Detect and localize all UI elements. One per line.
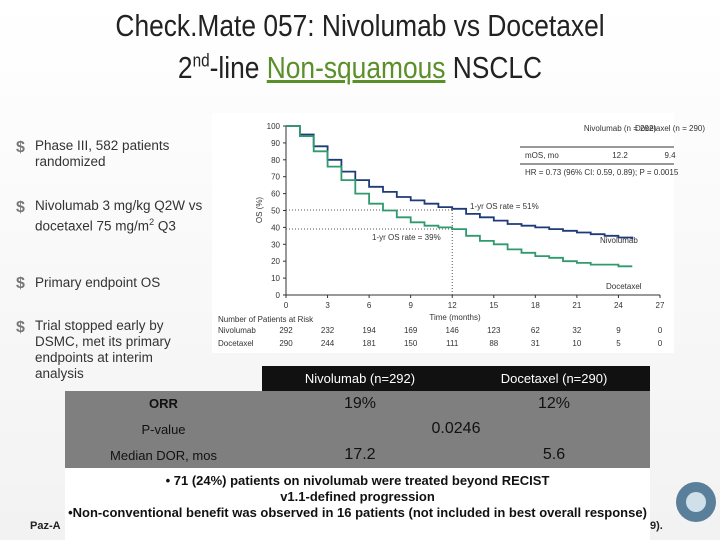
footer-citation: Paz-A bbox=[30, 520, 61, 532]
annotation: 1-yr OS rate = 51% bbox=[470, 202, 539, 211]
x-tick-label: 24 bbox=[614, 301, 623, 310]
header-col: Nivolumab (n = 292) bbox=[584, 124, 657, 133]
header-row: mOS, mo bbox=[525, 151, 559, 160]
title-part: 2 bbox=[177, 50, 193, 85]
x-tick-label: 18 bbox=[531, 301, 540, 310]
x-tick-label: 21 bbox=[572, 301, 581, 310]
footer-citation: 9). bbox=[650, 520, 663, 532]
row-label: Median DOR, mos bbox=[65, 442, 262, 468]
y-tick-label: 100 bbox=[267, 122, 281, 131]
cell: 17.2 bbox=[262, 442, 458, 468]
y-axis-title: OS (%) bbox=[255, 197, 264, 224]
logo-shape bbox=[686, 492, 706, 512]
at-risk-count: 146 bbox=[446, 326, 460, 335]
title-line2: 2nd-line Non-squamous NSCLC bbox=[54, 50, 666, 86]
header-hr: HR = 0.73 (96% CI: 0.59, 0.89); P = 0.00… bbox=[525, 168, 679, 177]
at-risk-count: 194 bbox=[362, 326, 376, 335]
title-part: NSCLC bbox=[445, 50, 543, 85]
header-col: Docetaxel (n = 290) bbox=[635, 124, 705, 133]
plot-bg bbox=[212, 113, 674, 353]
annotation: Docetaxel bbox=[606, 282, 642, 291]
at-risk-count: 88 bbox=[489, 339, 498, 348]
note: • 71 (24%) patients on nivolumab were tr… bbox=[165, 473, 550, 504]
y-tick-label: 20 bbox=[271, 257, 280, 266]
bullet-mark: $ bbox=[16, 319, 25, 336]
row-label: ORR bbox=[65, 391, 262, 416]
at-risk-title: Number of Patients at Risk bbox=[218, 315, 314, 324]
at-risk-count: 232 bbox=[321, 326, 335, 335]
x-tick-label: 12 bbox=[448, 301, 457, 310]
cell: 19% bbox=[262, 391, 458, 416]
at-risk-count: 32 bbox=[572, 326, 581, 335]
annotation: Nivolumab bbox=[600, 236, 638, 245]
title-line1: Check.Mate 057: Nivolumab vs Docetaxel bbox=[115, 8, 605, 43]
at-risk-count: 150 bbox=[404, 339, 418, 348]
cell: 0.0246 bbox=[262, 416, 650, 442]
annotation: 1-yr OS rate = 39% bbox=[372, 233, 441, 242]
note: •Non-conventional benefit was observed i… bbox=[68, 505, 647, 520]
km-plot: 0102030405060708090100029229032322446194… bbox=[212, 113, 706, 353]
row-label: P-value bbox=[65, 416, 262, 442]
at-risk-count: 62 bbox=[531, 326, 540, 335]
header-val: 12.2 bbox=[612, 151, 628, 160]
title-part: -line bbox=[209, 50, 267, 85]
at-risk-count: 10 bbox=[572, 339, 581, 348]
y-tick-label: 40 bbox=[271, 223, 280, 232]
x-tick-label: 9 bbox=[408, 301, 413, 310]
x-tick-label: 6 bbox=[367, 301, 372, 310]
y-tick-label: 50 bbox=[271, 207, 280, 216]
notes: • 71 (24%) patients on nivolumab were tr… bbox=[65, 468, 650, 540]
at-risk-count: 31 bbox=[531, 339, 540, 348]
x-tick-label: 27 bbox=[656, 301, 665, 310]
bullet-text: Q3 bbox=[154, 218, 176, 234]
x-axis-title: Time (months) bbox=[429, 313, 481, 322]
survival-curve bbox=[286, 125, 633, 268]
bullet-text: Nivolumab 3 mg/kg Q2W vs docetaxel 75 mg… bbox=[35, 198, 203, 234]
logo bbox=[676, 482, 716, 522]
survival-curve bbox=[286, 125, 634, 240]
bullet-mark: $ bbox=[16, 199, 25, 216]
y-tick-label: 30 bbox=[271, 240, 280, 249]
cell: 5.6 bbox=[458, 442, 650, 468]
bullet: Phase III, 582 patients randomized bbox=[35, 138, 170, 169]
at-risk-count: 0 bbox=[658, 326, 663, 335]
title-sup: nd bbox=[192, 50, 210, 71]
at-risk-count: 9 bbox=[616, 326, 621, 335]
bullet: Nivolumab 3 mg/kg Q2W vs docetaxel 75 mg… bbox=[35, 198, 210, 235]
at-risk-count: 111 bbox=[446, 339, 459, 348]
y-tick-label: 10 bbox=[271, 274, 280, 283]
at-risk-count: 181 bbox=[362, 339, 376, 348]
at-risk-count: 169 bbox=[404, 326, 418, 335]
bullet: Trial stopped early by DSMC, met its pri… bbox=[35, 318, 171, 381]
y-tick-label: 0 bbox=[276, 291, 281, 300]
at-risk-name: Nivolumab bbox=[218, 326, 256, 335]
x-tick-label: 15 bbox=[489, 301, 498, 310]
x-tick-label: 0 bbox=[284, 301, 289, 310]
x-tick-label: 3 bbox=[325, 301, 330, 310]
header-val: 9.4 bbox=[664, 151, 676, 160]
table-header: Nivolumab (n=292) bbox=[262, 366, 458, 391]
title-link[interactable]: Non-squamous bbox=[266, 50, 446, 85]
reference-line bbox=[286, 209, 453, 295]
y-tick-label: 90 bbox=[271, 139, 280, 148]
y-tick-label: 80 bbox=[271, 156, 280, 165]
at-risk-count: 290 bbox=[279, 339, 293, 348]
at-risk-count: 123 bbox=[487, 326, 501, 335]
at-risk-name: Docetaxel bbox=[218, 339, 254, 348]
bullet: Primary endpoint OS bbox=[35, 275, 161, 290]
y-tick-label: 60 bbox=[271, 190, 280, 199]
bullet-mark: $ bbox=[16, 275, 25, 292]
at-risk-count: 5 bbox=[616, 339, 621, 348]
y-tick-label: 70 bbox=[271, 173, 280, 182]
at-risk-count: 292 bbox=[279, 326, 293, 335]
bullet-sup: 2 bbox=[149, 217, 155, 227]
cell: 12% bbox=[458, 391, 650, 416]
bullet-mark: $ bbox=[16, 139, 25, 156]
at-risk-count: 0 bbox=[658, 339, 663, 348]
table-header: Docetaxel (n=290) bbox=[458, 366, 650, 391]
at-risk-count: 244 bbox=[321, 339, 335, 348]
